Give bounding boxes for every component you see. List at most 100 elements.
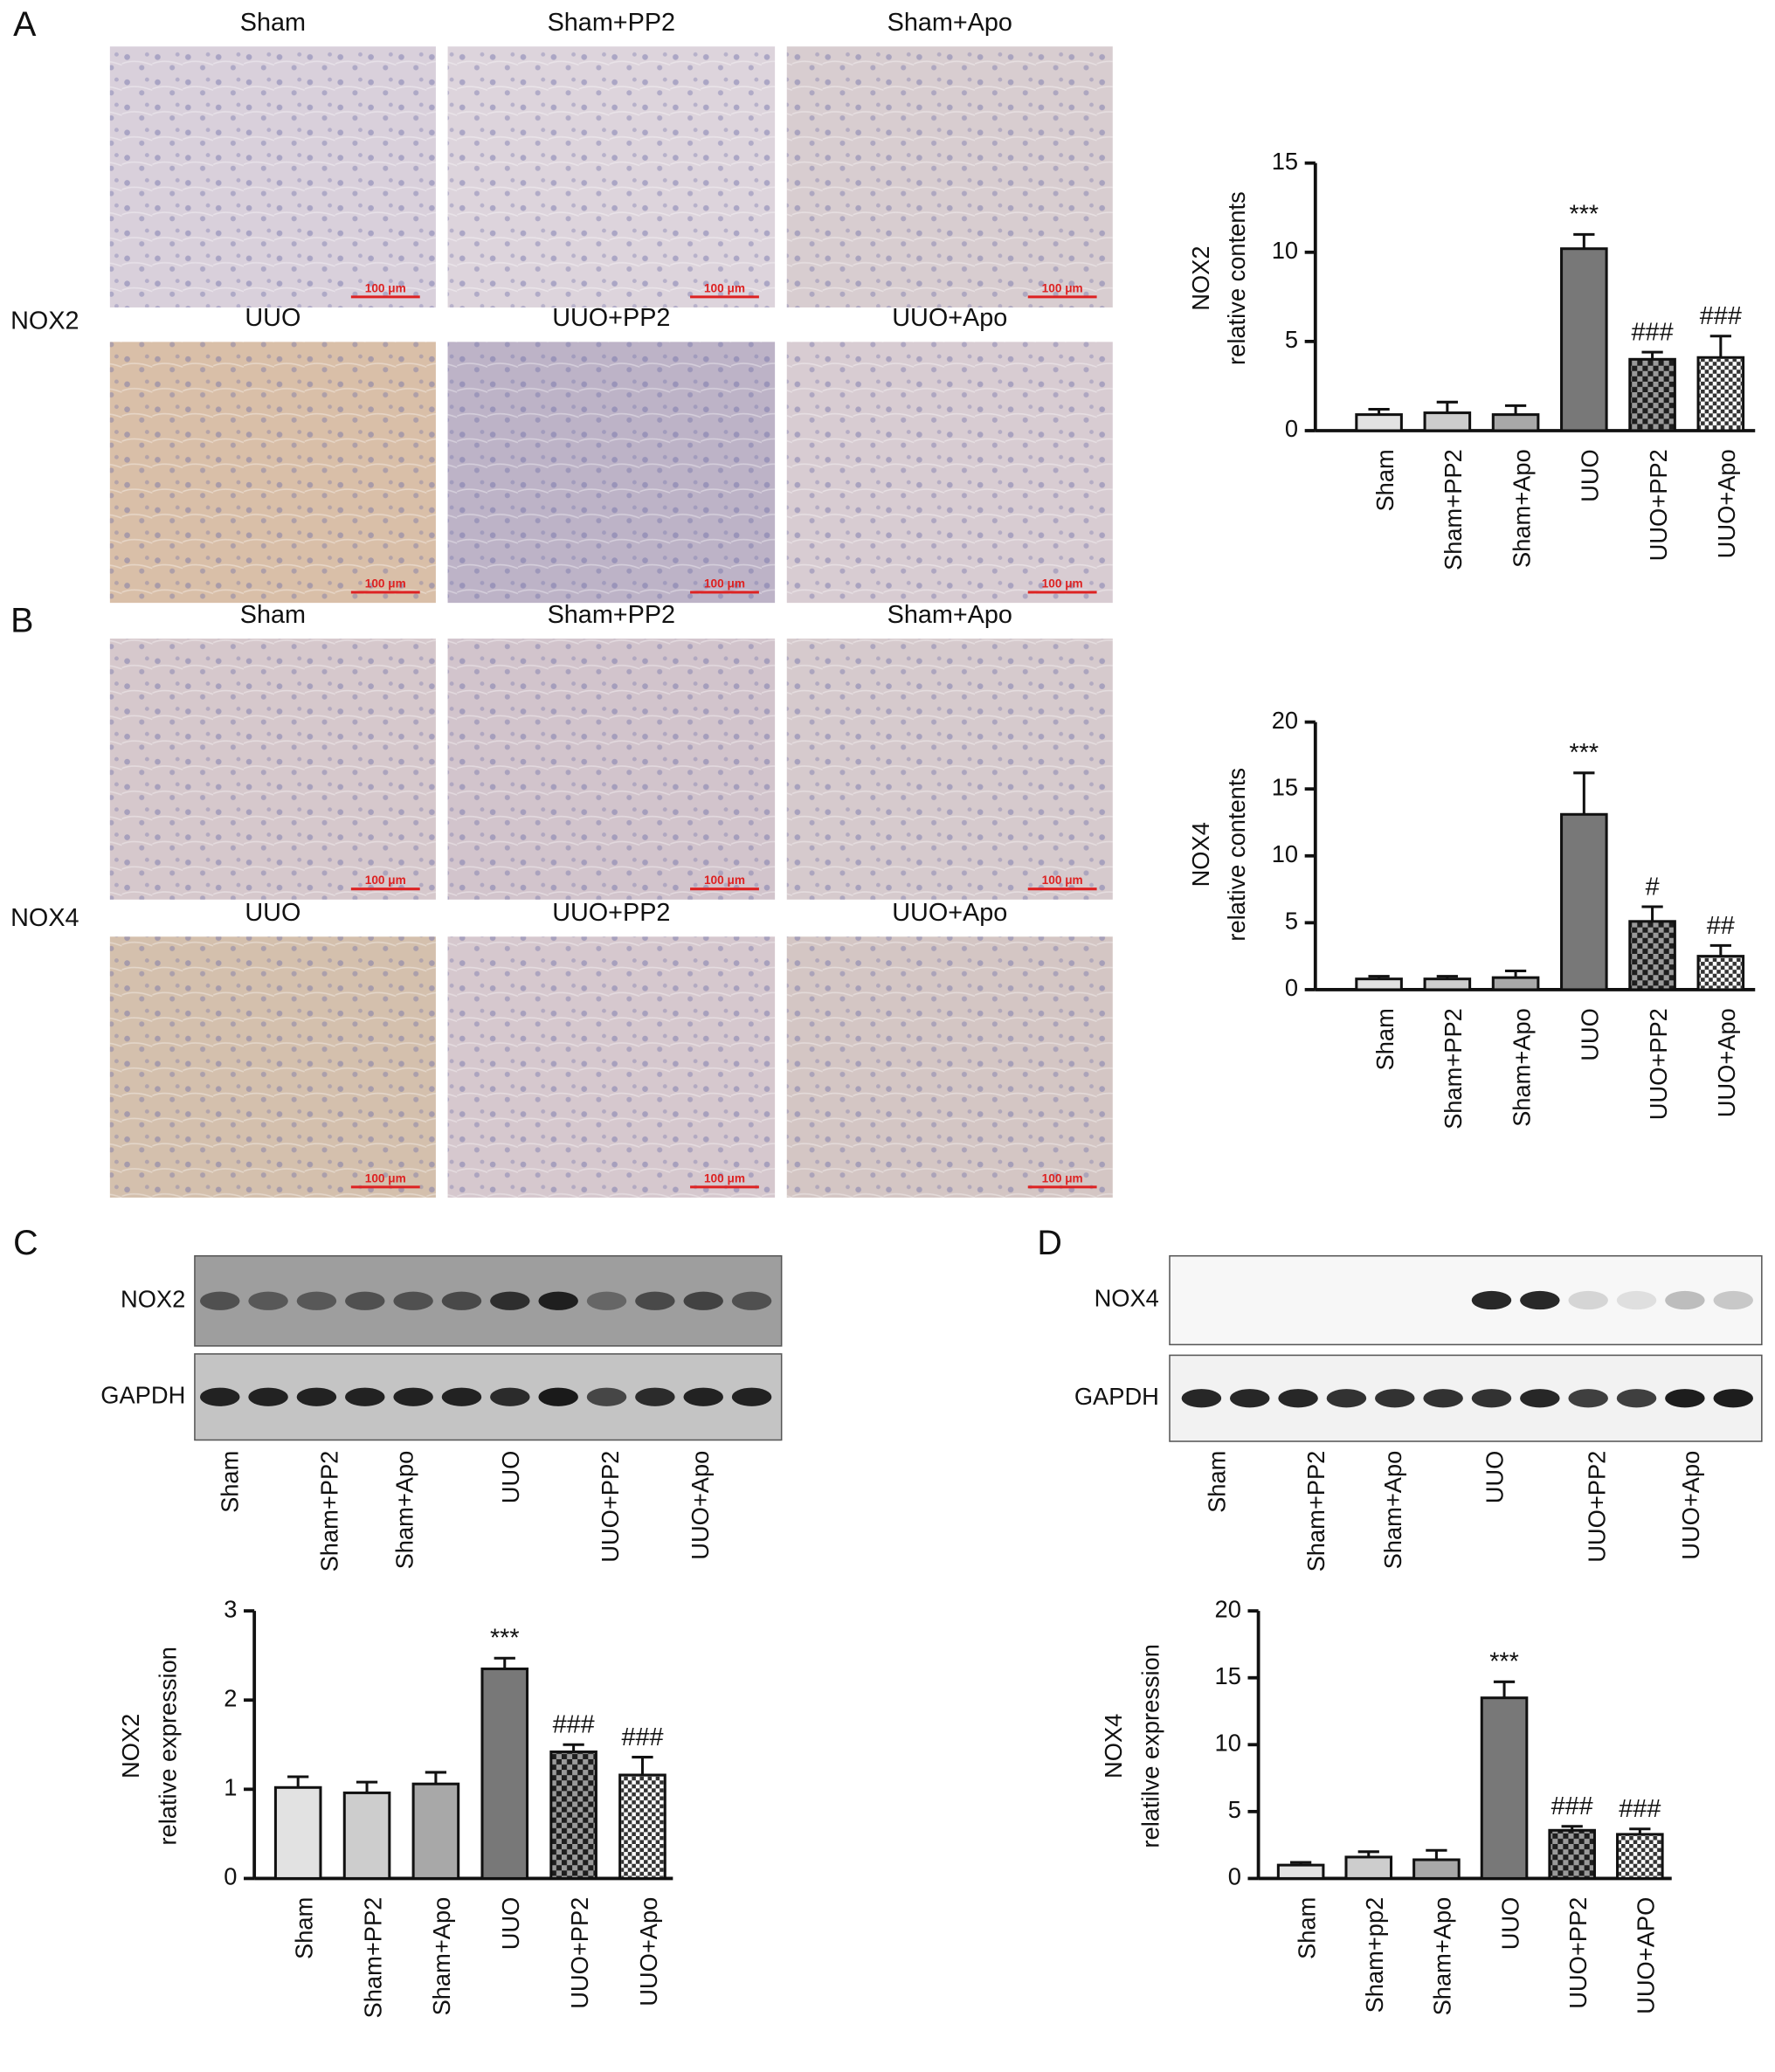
y-tick-label: 15 [1215,1662,1241,1689]
micrograph-texture [447,342,776,604]
bar [1412,1858,1461,1880]
y-axis-label: NOX2 [1187,245,1214,310]
bar [1560,812,1608,991]
micrograph-texture [786,342,1113,604]
significance-label: *** [1570,201,1599,229]
significance-label: *** [1570,739,1599,767]
blot-band [199,1291,240,1310]
bar [1355,977,1403,991]
lane-label: UUO+Apo [1677,1451,1704,1560]
bar [1491,976,1540,991]
y-tick-label: 2 [224,1684,237,1711]
significance-label: ### [1700,302,1742,330]
blot-band [441,1387,482,1406]
lane-label: Sham+Apo [391,1451,418,1570]
micrograph-texture [447,46,776,307]
lane-label: Sham [217,1451,244,1513]
bar [1491,413,1540,432]
bar-pattern [552,1752,595,1877]
content: A B C D NOX2 Sham 100 μm Sham+PP2 100 μm Sham+Apo… [10,5,1763,2018]
y-axis-label: NOX4 [1187,822,1214,887]
bar [1560,247,1608,432]
bar [1276,1863,1325,1880]
significance-label: ### [1551,1792,1593,1820]
blot-band [635,1387,675,1406]
blot-label: GAPDH [100,1381,185,1408]
y-tick-label: 0 [1285,974,1298,1001]
bar-pattern [1699,957,1743,989]
blot-label: NOX2 [121,1285,185,1312]
blot-band [441,1291,482,1310]
bar-pattern [621,1776,664,1877]
blot-band [1616,1389,1657,1408]
blot-band [199,1387,240,1406]
scale-bar-label: 100 μm [704,874,745,887]
lane-label: UUO+PP2 [597,1451,624,1563]
blot-band [1471,1290,1512,1310]
blot-band [1181,1389,1222,1408]
significance-label: ### [621,1723,663,1751]
blot-band [586,1291,627,1310]
blot-band [1326,1389,1367,1408]
x-tick-label: UUO [1577,449,1604,502]
micrograph-texture [786,46,1113,307]
micrograph-texture [109,936,436,1198]
blot-band [1713,1389,1753,1408]
y-axis-label: relative contents [1223,768,1250,942]
blot-band [1375,1389,1415,1408]
bar [1480,1696,1529,1880]
significance-label: *** [1489,1648,1519,1676]
y-tick-label: 0 [1285,415,1298,442]
y-tick-label: 1 [224,1774,237,1801]
x-tick-label: Sham [290,1897,317,1959]
lane-label: Sham [1203,1451,1230,1513]
image-title: Sham+PP2 [548,601,675,629]
bar-pattern [1619,1835,1661,1877]
x-tick-label: UUO+PP2 [1645,449,1672,561]
blot-band [538,1387,578,1406]
scale-bar-label: 100 μm [365,874,406,887]
bar-pattern [1631,922,1674,989]
bar [273,1785,322,1880]
bar [480,1667,529,1880]
blot-band [1278,1389,1318,1408]
blot-band [1229,1389,1270,1408]
y-tick-label: 0 [224,1863,237,1890]
x-tick-label: Sham+Apo [1429,1897,1456,2016]
x-tick-label: UUO [497,1897,524,1951]
bar-pattern [1699,358,1743,430]
x-tick-label: UUO+Apo [1713,449,1740,558]
bar [1344,1855,1393,1880]
micrograph-texture [109,639,436,900]
image-title: UUO+Apo [892,304,1007,332]
x-tick-label: UUO [1577,1008,1604,1061]
x-tick-label: UUO+PP2 [1645,1008,1672,1120]
bar-pattern [1631,360,1674,430]
scale-bar-label: 100 μm [704,1171,745,1184]
scale-bar-label: 100 μm [365,281,406,294]
significance-label: ## [1707,912,1735,940]
x-tick-label: Sham [1371,449,1399,511]
image-title: UUO+Apo [892,899,1007,927]
blot-band [1665,1389,1705,1408]
y-tick-label: 15 [1272,773,1298,800]
x-tick-label: Sham+pp2 [1361,1897,1388,2013]
x-tick-label: UUO [1496,1897,1523,1951]
lane-label: Sham+Apo [1379,1451,1406,1570]
blot-band [1423,1389,1463,1408]
y-axis-label: NOX4 [1100,1714,1127,1778]
blot-band [1520,1290,1560,1310]
blot-band [1471,1389,1512,1408]
bar [1423,977,1472,991]
image-title: Sham [240,601,306,629]
x-tick-label: Sham+PP2 [1440,449,1467,570]
scale-bar-label: 100 μm [1042,281,1083,294]
scale-bar-label: 100 μm [704,281,745,294]
y-tick-label: 0 [1228,1863,1241,1890]
image-title: Sham+PP2 [548,9,675,37]
significance-label: ### [553,1711,595,1739]
y-tick-label: 20 [1215,1595,1241,1622]
bar-pattern [1551,1831,1593,1877]
y-tick-label: 10 [1272,840,1298,867]
